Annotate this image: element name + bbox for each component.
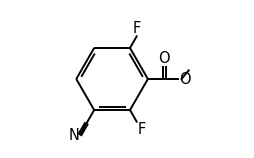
Text: N: N [68,128,79,143]
Text: O: O [158,51,170,66]
Text: O: O [179,72,190,86]
Text: F: F [133,21,141,36]
Text: F: F [137,122,146,137]
